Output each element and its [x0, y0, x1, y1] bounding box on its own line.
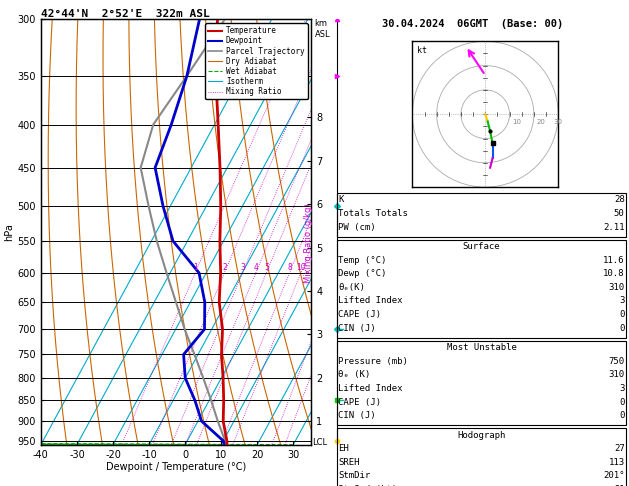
Text: km
ASL: km ASL: [314, 19, 330, 39]
Text: Totals Totals: Totals Totals: [338, 209, 408, 218]
Text: 0: 0: [619, 310, 625, 319]
X-axis label: Dewpoint / Temperature (°C): Dewpoint / Temperature (°C): [106, 462, 246, 472]
Text: 21: 21: [614, 485, 625, 486]
Text: 3: 3: [240, 262, 245, 272]
Legend: Temperature, Dewpoint, Parcel Trajectory, Dry Adiabat, Wet Adiabat, Isotherm, Mi: Temperature, Dewpoint, Parcel Trajectory…: [205, 23, 308, 99]
Text: 201°: 201°: [603, 471, 625, 481]
Text: 113: 113: [608, 458, 625, 467]
Text: Surface: Surface: [463, 242, 500, 251]
Text: 3: 3: [619, 296, 625, 306]
Text: Temp (°C): Temp (°C): [338, 256, 387, 265]
Text: 20: 20: [537, 119, 545, 125]
Text: θₑ (K): θₑ (K): [338, 370, 370, 380]
Text: 0: 0: [619, 398, 625, 407]
Text: CIN (J): CIN (J): [338, 411, 376, 420]
Text: 28: 28: [614, 195, 625, 205]
Text: Lifted Index: Lifted Index: [338, 384, 403, 393]
Text: 310: 310: [608, 370, 625, 380]
Text: 27: 27: [614, 444, 625, 453]
Text: 10: 10: [512, 119, 521, 125]
Text: 1: 1: [193, 262, 198, 272]
Text: 310: 310: [608, 283, 625, 292]
Text: 11.6: 11.6: [603, 256, 625, 265]
Text: 5: 5: [264, 262, 269, 272]
Text: K: K: [338, 195, 344, 205]
Text: kt: kt: [417, 46, 427, 55]
Text: 750: 750: [608, 357, 625, 366]
Text: 42°44'N  2°52'E  322m ASL: 42°44'N 2°52'E 322m ASL: [41, 9, 209, 18]
Text: 3: 3: [619, 384, 625, 393]
Text: Lifted Index: Lifted Index: [338, 296, 403, 306]
Text: 10: 10: [296, 262, 306, 272]
Text: 0: 0: [619, 411, 625, 420]
Text: CAPE (J): CAPE (J): [338, 310, 381, 319]
Text: CIN (J): CIN (J): [338, 324, 376, 333]
Text: 30: 30: [554, 119, 562, 125]
Text: Mixing Ratio (g/kg): Mixing Ratio (g/kg): [304, 203, 313, 283]
Text: PW (cm): PW (cm): [338, 223, 376, 232]
Text: 4: 4: [254, 262, 259, 272]
Text: 50: 50: [614, 209, 625, 218]
Text: Most Unstable: Most Unstable: [447, 343, 516, 352]
Y-axis label: hPa: hPa: [4, 223, 14, 241]
Text: θₑ(K): θₑ(K): [338, 283, 365, 292]
Text: 2.11: 2.11: [603, 223, 625, 232]
Text: 30.04.2024  06GMT  (Base: 00): 30.04.2024 06GMT (Base: 00): [382, 19, 564, 30]
Text: CAPE (J): CAPE (J): [338, 398, 381, 407]
Text: LCL: LCL: [313, 438, 328, 447]
Text: EH: EH: [338, 444, 349, 453]
Text: StmSpd (kt): StmSpd (kt): [338, 485, 398, 486]
Text: 8: 8: [287, 262, 292, 272]
Text: SREH: SREH: [338, 458, 360, 467]
Text: Pressure (mb): Pressure (mb): [338, 357, 408, 366]
Text: 10.8: 10.8: [603, 269, 625, 278]
Text: 2: 2: [223, 262, 227, 272]
Text: StmDir: StmDir: [338, 471, 370, 481]
Text: Hodograph: Hodograph: [457, 431, 506, 440]
Text: 0: 0: [619, 324, 625, 333]
Text: Dewp (°C): Dewp (°C): [338, 269, 387, 278]
